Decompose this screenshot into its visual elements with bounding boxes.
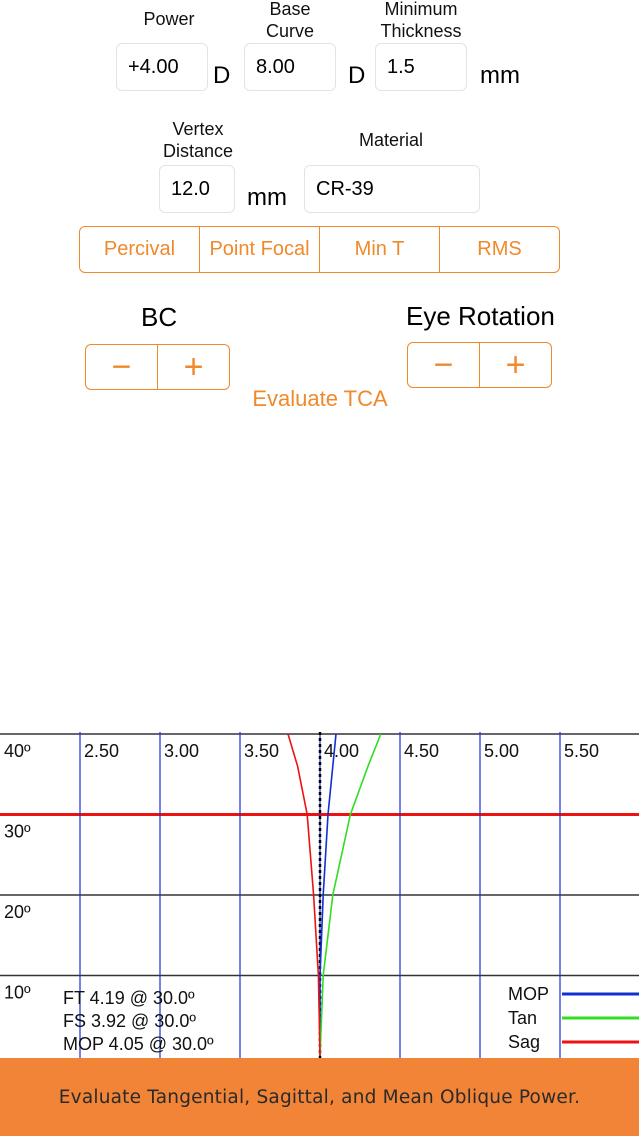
vertex-distance-unit: mm xyxy=(247,184,287,211)
base-curve-label: Base Curve xyxy=(240,0,340,42)
series-tan-line xyxy=(319,733,382,1057)
material-label: Material xyxy=(358,130,424,150)
segment-min-t[interactable]: Min T xyxy=(320,227,440,272)
base-curve-label-line2: Curve xyxy=(265,21,314,41)
x-tick-label: 5.00 xyxy=(484,741,519,761)
y-tick-label: 30º xyxy=(4,822,31,842)
segment-point-focal[interactable]: Point Focal xyxy=(200,227,320,272)
series-mop-line xyxy=(319,733,337,1056)
vertex-distance-label-line2: Distance xyxy=(162,141,234,161)
series-sag-line xyxy=(287,733,321,1057)
power-label: Power xyxy=(143,9,195,29)
annotation-text: FT 4.19 @ 30.0º xyxy=(63,988,195,1008)
power-unit: D xyxy=(213,62,231,89)
x-tick-label: 5.50 xyxy=(564,741,599,761)
legend-label-mop: MOP xyxy=(508,984,549,1004)
x-tick-label: 3.00 xyxy=(164,741,199,761)
bc-decrement-button[interactable]: − xyxy=(86,345,158,389)
power-error-chart: 2.50 3.00 3.50 4.00 4.50 5.00 5.50 40º 30º 20º 10º… xyxy=(0,732,639,1058)
min-thickness-field[interactable]: 1.5 xyxy=(375,43,467,91)
eye-rotation-label: Eye Rotation xyxy=(406,301,555,331)
method-segmented-control: Percival Point Focal Min T RMS xyxy=(79,226,560,273)
vertex-distance-label-line1: Vertex xyxy=(172,119,224,139)
base-curve-label-line1: Base xyxy=(269,0,311,19)
segment-percival[interactable]: Percival xyxy=(80,227,200,272)
segment-rms[interactable]: RMS xyxy=(477,238,522,260)
eye-rotation-decrement-button[interactable]: − xyxy=(408,343,480,387)
eye-rotation-stepper: − + xyxy=(407,342,552,388)
evaluate-tca-button[interactable]: Evaluate TCA xyxy=(252,386,388,411)
eye-rotation-increment-button[interactable]: + xyxy=(505,346,526,384)
y-tick-label: 10º xyxy=(4,983,31,1003)
footer-text: Evaluate Tangential, Sagittal, and Mean … xyxy=(58,1086,581,1108)
x-tick-label: 4.50 xyxy=(404,741,439,761)
power-field[interactable]: +4.00 xyxy=(116,43,208,91)
vertex-distance-field[interactable]: 12.0 xyxy=(159,165,235,213)
x-tick-label: 2.50 xyxy=(84,741,119,761)
y-tick-label: 40º xyxy=(4,741,31,761)
bc-label: BC xyxy=(141,302,178,332)
min-thickness-label: Minimum Thickness xyxy=(366,0,476,42)
base-curve-unit: D xyxy=(348,62,366,89)
y-tick-label: 20º xyxy=(4,902,31,922)
min-thickness-label-line1: Minimum xyxy=(384,0,458,19)
legend-label-tan: Tan xyxy=(508,1008,537,1028)
bc-stepper: − + xyxy=(85,344,230,390)
footer-banner: Evaluate Tangential, Sagittal, and Mean … xyxy=(0,1058,639,1136)
x-tick-label: 3.50 xyxy=(244,741,279,761)
material-field[interactable]: CR-39 xyxy=(304,165,480,213)
min-thickness-unit: mm xyxy=(480,62,520,89)
bc-increment-button[interactable]: + xyxy=(183,348,204,386)
annotation-text: FS 3.92 @ 30.0º xyxy=(63,1011,196,1031)
vertex-distance-label: Vertex Distance xyxy=(148,118,248,162)
base-curve-field[interactable]: 8.00 xyxy=(244,43,336,91)
x-tick-label: 4.00 xyxy=(324,741,359,761)
min-thickness-label-line2: Thickness xyxy=(380,21,462,41)
legend-label-sag: Sag xyxy=(508,1032,540,1052)
annotation-text: MOP 4.05 @ 30.0º xyxy=(63,1034,214,1054)
